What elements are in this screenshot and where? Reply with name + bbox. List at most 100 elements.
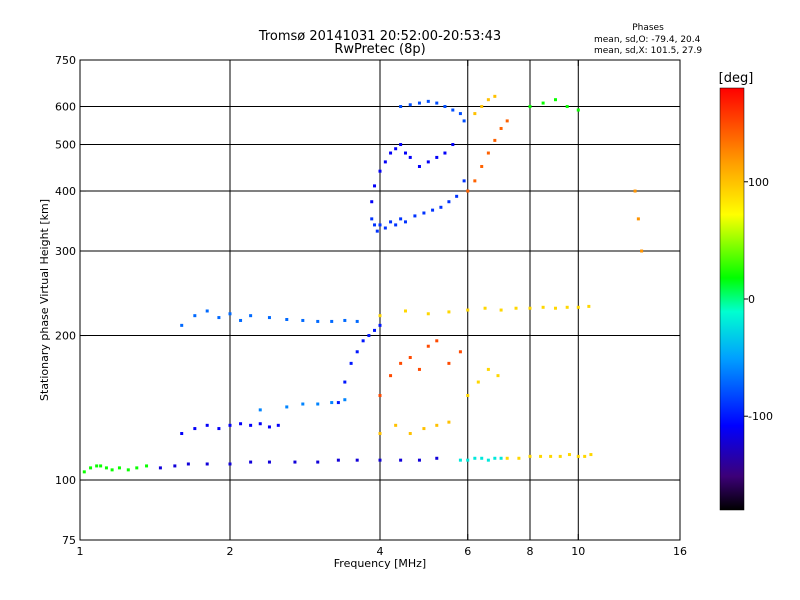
data-point-s6-p2 — [408, 432, 412, 436]
data-point-s13-p1 — [373, 184, 377, 188]
data-point-s5-p8 — [458, 350, 462, 354]
colorbar-tick-label-2: 100 — [748, 176, 769, 189]
data-point-s12-p15 — [462, 179, 466, 183]
data-point-s14-p2 — [417, 101, 421, 105]
data-point-s9-p3 — [496, 374, 500, 378]
data-point-s10-p4 — [228, 312, 232, 316]
data-point-s0-p0 — [82, 470, 86, 474]
data-point-s13-p2 — [378, 169, 382, 173]
data-point-s12-p14 — [455, 194, 459, 198]
data-point-s13-p7 — [403, 151, 407, 155]
data-point-s14-p5 — [443, 105, 447, 109]
data-point-s15-p1 — [473, 179, 477, 183]
data-point-s13-p13 — [451, 143, 455, 147]
data-point-s7-p0 — [458, 458, 462, 462]
data-point-s11-p6 — [499, 308, 503, 312]
data-point-s0-p3 — [99, 464, 103, 468]
data-point-s9-p1 — [476, 380, 480, 384]
data-point-s13-p0 — [370, 200, 374, 204]
data-point-s14-p7 — [458, 112, 462, 116]
y-tick-label-0: 75 — [62, 534, 76, 547]
data-point-s10-p3 — [217, 316, 221, 320]
data-point-s3-p5 — [343, 398, 347, 402]
data-point-s1-p10 — [355, 458, 359, 462]
data-point-s2-p1 — [193, 427, 197, 431]
data-point-s1-p1 — [173, 464, 177, 468]
data-point-s6-p1 — [394, 423, 398, 427]
y-axis-ticks: 75 100 200 300 400 500 600 750 — [55, 54, 680, 547]
data-point-s11-p7 — [514, 306, 518, 310]
data-point-s1-p2 — [186, 462, 190, 466]
data-point-s13-p5 — [394, 147, 398, 151]
data-point-s18-p1 — [636, 217, 640, 221]
data-point-s16-p0 — [473, 112, 477, 116]
data-point-s10-p2 — [205, 309, 209, 313]
data-point-s2-p4 — [228, 423, 232, 427]
data-point-s13-p9 — [417, 164, 421, 168]
data-point-s12-p5 — [389, 220, 393, 224]
phases-title: Phases — [632, 23, 664, 33]
data-point-s2-p8 — [267, 425, 271, 429]
data-point-s4-p2 — [349, 361, 353, 365]
data-point-s12-p3 — [378, 223, 382, 227]
data-point-s7-p5 — [493, 456, 497, 460]
data-point-s3-p0 — [258, 408, 262, 412]
chart-subtitle: RwPretec (8p) — [334, 42, 425, 57]
x-tick-label-1: 2 — [227, 545, 234, 558]
data-point-s10-p7 — [267, 316, 271, 320]
x-tick-label-4: 8 — [527, 545, 534, 558]
data-point-s8-p8 — [583, 454, 587, 458]
data-point-s16-p3 — [493, 94, 497, 98]
data-point-s15-p4 — [493, 138, 497, 142]
data-point-s14-p3 — [426, 99, 430, 103]
data-point-s9-p0 — [466, 394, 470, 398]
grid-lines — [80, 60, 680, 540]
data-point-s15-p5 — [499, 126, 503, 130]
data-point-s14-p6 — [451, 108, 455, 112]
data-point-s2-p2 — [205, 423, 209, 427]
data-point-s11-p12 — [576, 305, 580, 309]
data-point-s7-p4 — [486, 458, 490, 462]
data-point-s8-p1 — [517, 456, 521, 460]
data-point-s7-p1 — [466, 458, 470, 462]
y-tick-label-5: 500 — [55, 139, 76, 152]
data-point-s1-p4 — [228, 462, 232, 466]
data-point-s15-p3 — [486, 151, 490, 155]
data-point-s13-p4 — [389, 151, 393, 155]
data-point-s1-p5 — [249, 460, 253, 464]
colorbar-ticks: -100 0 100 — [744, 176, 773, 423]
data-point-s11-p4 — [466, 308, 470, 312]
data-point-s11-p2 — [426, 312, 430, 316]
data-point-s17-p0 — [528, 105, 532, 109]
data-point-s2-p3 — [217, 427, 221, 431]
data-point-s5-p4 — [417, 367, 421, 371]
x-tick-label-3: 6 — [464, 545, 471, 558]
data-point-s10-p11 — [330, 319, 334, 323]
data-point-s3-p4 — [330, 401, 334, 405]
data-point-s5-p2 — [399, 361, 403, 365]
data-point-s1-p11 — [378, 458, 382, 462]
data-point-s17-p4 — [576, 108, 580, 112]
data-point-s6-p5 — [447, 420, 451, 424]
data-point-s10-p8 — [285, 317, 289, 321]
data-point-s16-p1 — [480, 105, 484, 109]
data-point-s15-p0 — [466, 189, 470, 193]
data-point-s0-p9 — [145, 464, 149, 468]
data-point-s8-p7 — [576, 454, 580, 458]
data-point-s10-p12 — [343, 318, 347, 322]
colorbar — [719, 87, 745, 511]
data-point-s17-p3 — [565, 105, 569, 109]
data-point-s3-p3 — [316, 402, 320, 406]
data-point-s1-p3 — [205, 462, 209, 466]
data-point-s4-p4 — [361, 339, 365, 343]
data-point-s7-p3 — [480, 456, 484, 460]
data-point-s11-p5 — [483, 306, 487, 310]
data-point-s13-p11 — [435, 155, 439, 159]
data-point-s5-p3 — [408, 355, 412, 359]
data-point-s17-p2 — [553, 98, 557, 102]
data-point-s2-p0 — [180, 432, 184, 436]
data-point-s11-p10 — [553, 306, 557, 310]
data-point-s12-p1 — [373, 223, 377, 227]
y-tick-label-6: 600 — [55, 101, 76, 114]
data-point-s8-p3 — [539, 454, 543, 458]
